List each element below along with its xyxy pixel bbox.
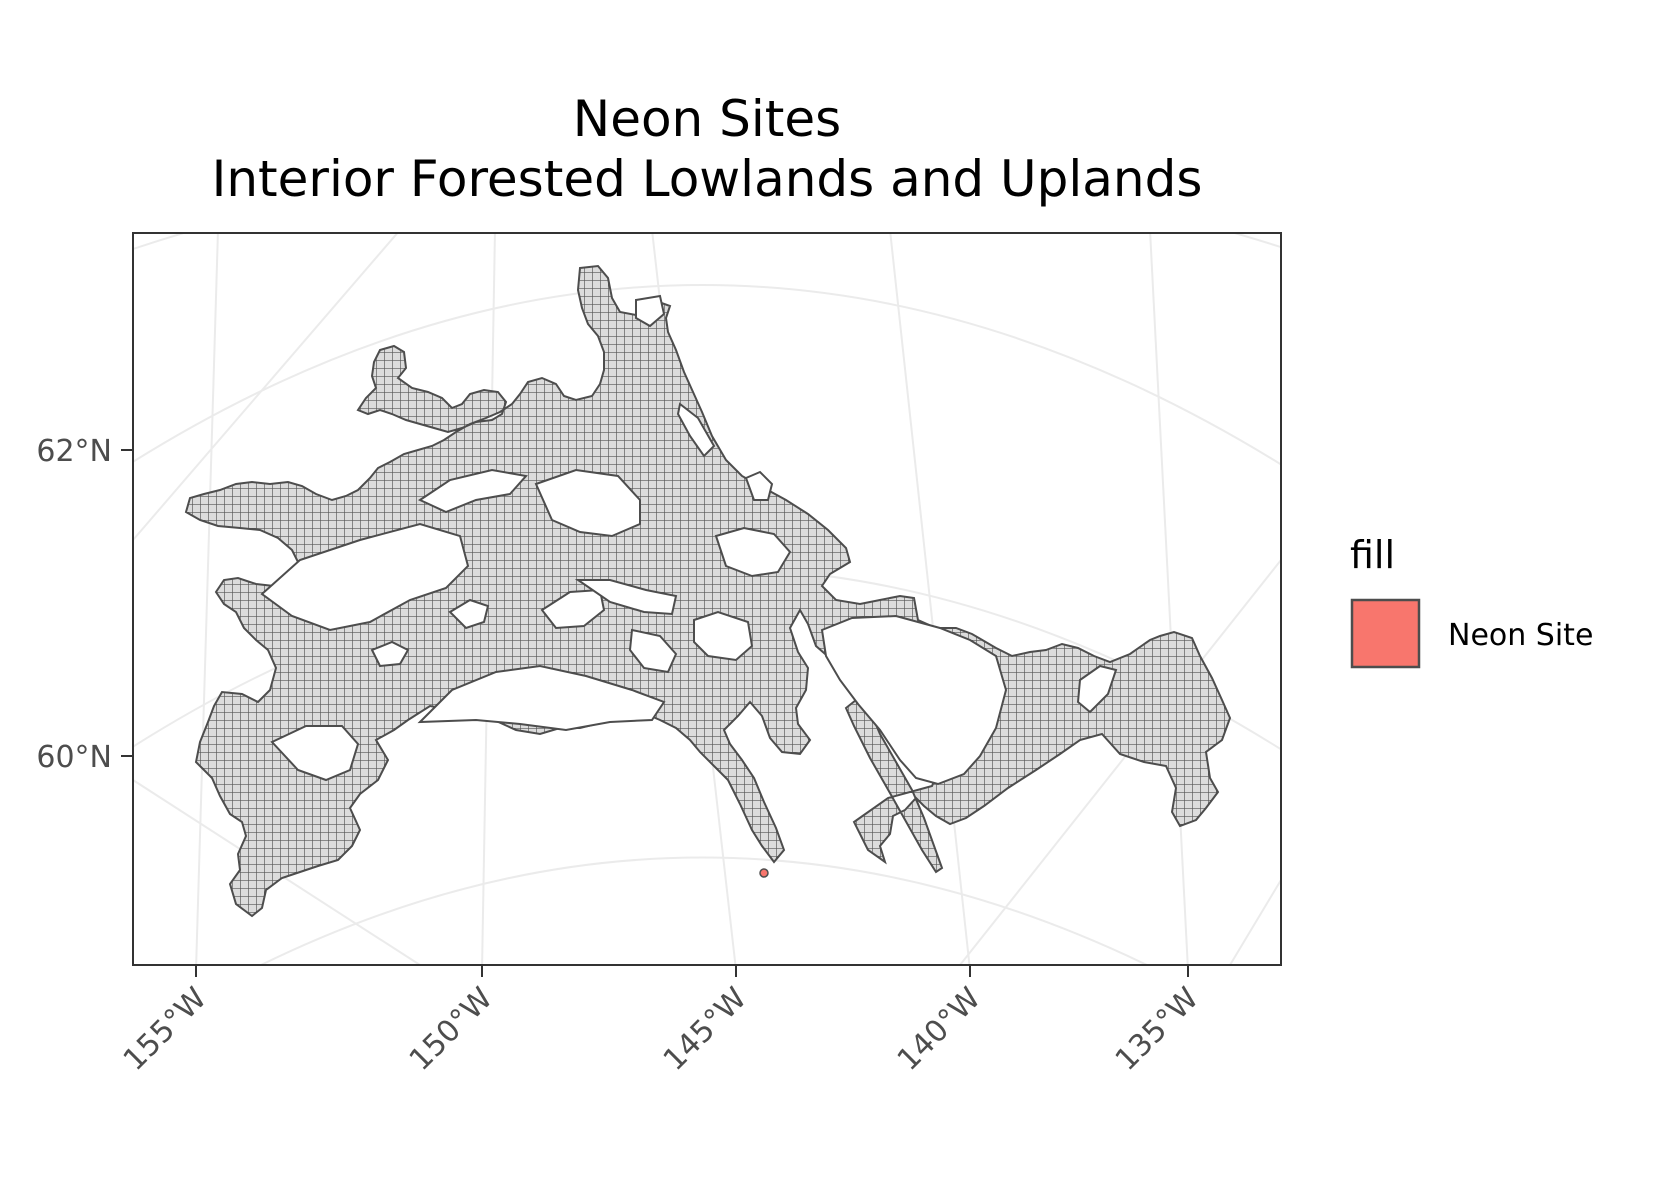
- legend: fill Neon Site: [1350, 533, 1593, 669]
- hole-o: [635, 294, 666, 328]
- hole-e: [448, 598, 490, 630]
- hole-m: [820, 614, 1008, 786]
- hole-k: [270, 725, 360, 782]
- graticule-lon-157: [133, 233, 399, 541]
- x-tick-label-140: 140°W: [891, 981, 988, 1078]
- graticule-lat-62: [133, 284, 1281, 466]
- x-axis: 155°W 150°W 145°W 140°W 135°W: [117, 965, 1206, 1078]
- map-title-line2: Interior Forested Lowlands and Uplands: [212, 150, 1203, 208]
- hole-b: [417, 468, 528, 514]
- graticule-lon-140: [889, 233, 971, 965]
- y-tick-label-60: 60°N: [36, 740, 112, 775]
- hole-q: [676, 402, 716, 458]
- neon-site-marker: [759, 868, 769, 878]
- legend-key-neon-site: [1350, 598, 1421, 669]
- legend-title: fill: [1350, 533, 1395, 577]
- x-tick-label-135: 135°W: [1109, 981, 1206, 1078]
- x-tick-label-145: 145°W: [657, 981, 754, 1078]
- hole-n: [1076, 664, 1118, 714]
- hole-f: [370, 640, 410, 668]
- hole-i: [714, 526, 792, 578]
- hole-j: [693, 610, 754, 662]
- x-tick-label-150: 150°W: [403, 981, 500, 1078]
- graticule-lon-135: [1149, 233, 1189, 965]
- hole-d: [534, 468, 641, 538]
- hole-g: [540, 588, 606, 630]
- map-title-line1: Neon Sites: [573, 90, 841, 148]
- ecoregion-holes: [260, 294, 1118, 786]
- y-tick-label-62: 62°N: [36, 434, 112, 469]
- ecoregion-layer: [184, 264, 1232, 918]
- hole-h: [574, 579, 678, 616]
- y-axis: 62°N 60°N: [36, 434, 133, 775]
- graticule-lon-138: [959, 559, 1281, 965]
- x-tick-label-155: 155°W: [117, 981, 214, 1078]
- hole-p: [744, 470, 774, 501]
- graticule-lon-136: [1229, 879, 1281, 965]
- map-panel-border: [132, 232, 1282, 966]
- graticule-lon-155: [195, 233, 219, 965]
- hole-l: [628, 628, 678, 674]
- hole-a: [260, 522, 470, 632]
- graticule-lat-58: [258, 856, 1149, 965]
- legend-label-neon-site: Neon Site: [1448, 618, 1593, 653]
- hole-c: [417, 664, 666, 732]
